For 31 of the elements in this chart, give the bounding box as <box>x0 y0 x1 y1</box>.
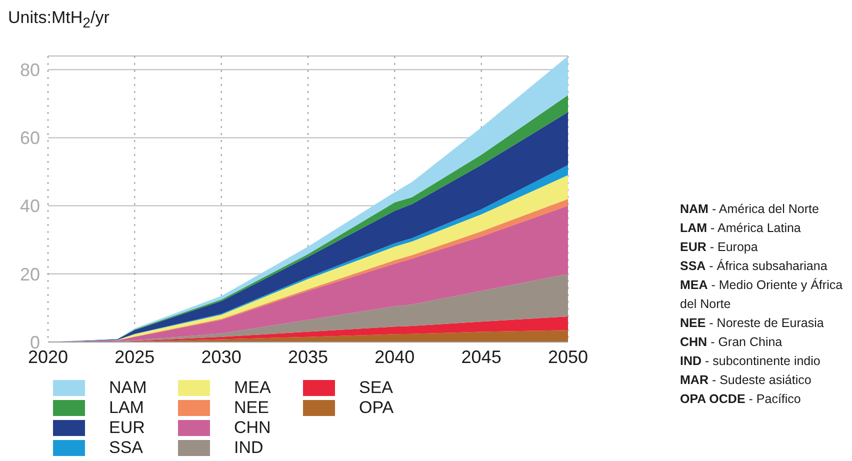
text: NEE - Noreste de Eurasia <box>680 315 825 332</box>
text: SSA - África subsahariana <box>680 258 828 275</box>
text: CHN - Gran China <box>680 334 784 351</box>
text: EUR - Europa <box>680 239 759 256</box>
y-tick-label: 20 <box>20 264 40 284</box>
text: LAM - América Latina <box>680 220 802 237</box>
y-tick-label: 60 <box>20 128 40 148</box>
legend-label: SEA <box>359 378 394 398</box>
text: NAM - América del Norte <box>680 201 820 218</box>
x-tick-label: 2040 <box>374 346 415 367</box>
text: MEA - Medio Oriente y África del Norte <box>680 277 844 313</box>
legend-label: OPA <box>359 398 394 418</box>
x-tick-label: 2050 <box>548 346 588 367</box>
y-tick-label: 80 <box>20 60 40 80</box>
legend-label: CHN <box>234 418 271 438</box>
legend-label: NAM <box>109 378 147 398</box>
x-tick-label: 2030 <box>201 346 242 367</box>
text: IND - subcontinente indio <box>680 353 822 370</box>
x-tick-label: 2045 <box>461 346 502 367</box>
x-tick-label: 2035 <box>288 346 328 367</box>
legend-label: LAM <box>109 398 144 418</box>
text: OPA OCDE - Pacífico <box>680 391 802 408</box>
legend-label: EUR <box>109 418 145 438</box>
legend-label: SSA <box>109 438 144 458</box>
y-tick-label: 40 <box>20 196 40 216</box>
text: MAR - Sudeste asiático <box>680 372 812 389</box>
legend-label: MEA <box>234 378 271 398</box>
legend-label: IND <box>234 438 264 458</box>
chart-title: Units:MtH$_{2}$/yr <box>8 8 110 32</box>
legend-label: NEE <box>234 398 269 418</box>
x-tick-label: 2025 <box>114 346 155 367</box>
